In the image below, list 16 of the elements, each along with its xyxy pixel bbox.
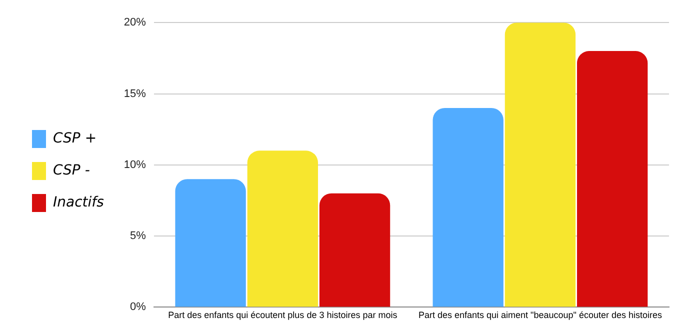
x-tick-label: Part des enfants qui écoutent plus de 3 histoires par mois	[168, 310, 398, 320]
legend-label: CSP -	[53, 162, 90, 179]
y-tick-label: 5%	[130, 230, 146, 242]
bar	[504, 22, 576, 307]
bar	[175, 179, 246, 307]
y-tick-label: 15%	[124, 88, 146, 100]
legend-label: CSP +	[53, 130, 97, 147]
x-tick-label: Part des enfants qui aiment "beaucoup" écouter des histoires	[418, 310, 662, 320]
legend-label: Inactifs	[53, 194, 104, 211]
y-tick-label: 20%	[124, 16, 146, 29]
y-tick-label: 10%	[124, 158, 146, 171]
bar	[247, 150, 318, 307]
y-tick-label: 0%	[130, 301, 146, 314]
bar	[432, 108, 504, 307]
bar	[319, 193, 390, 307]
bar	[577, 51, 648, 307]
